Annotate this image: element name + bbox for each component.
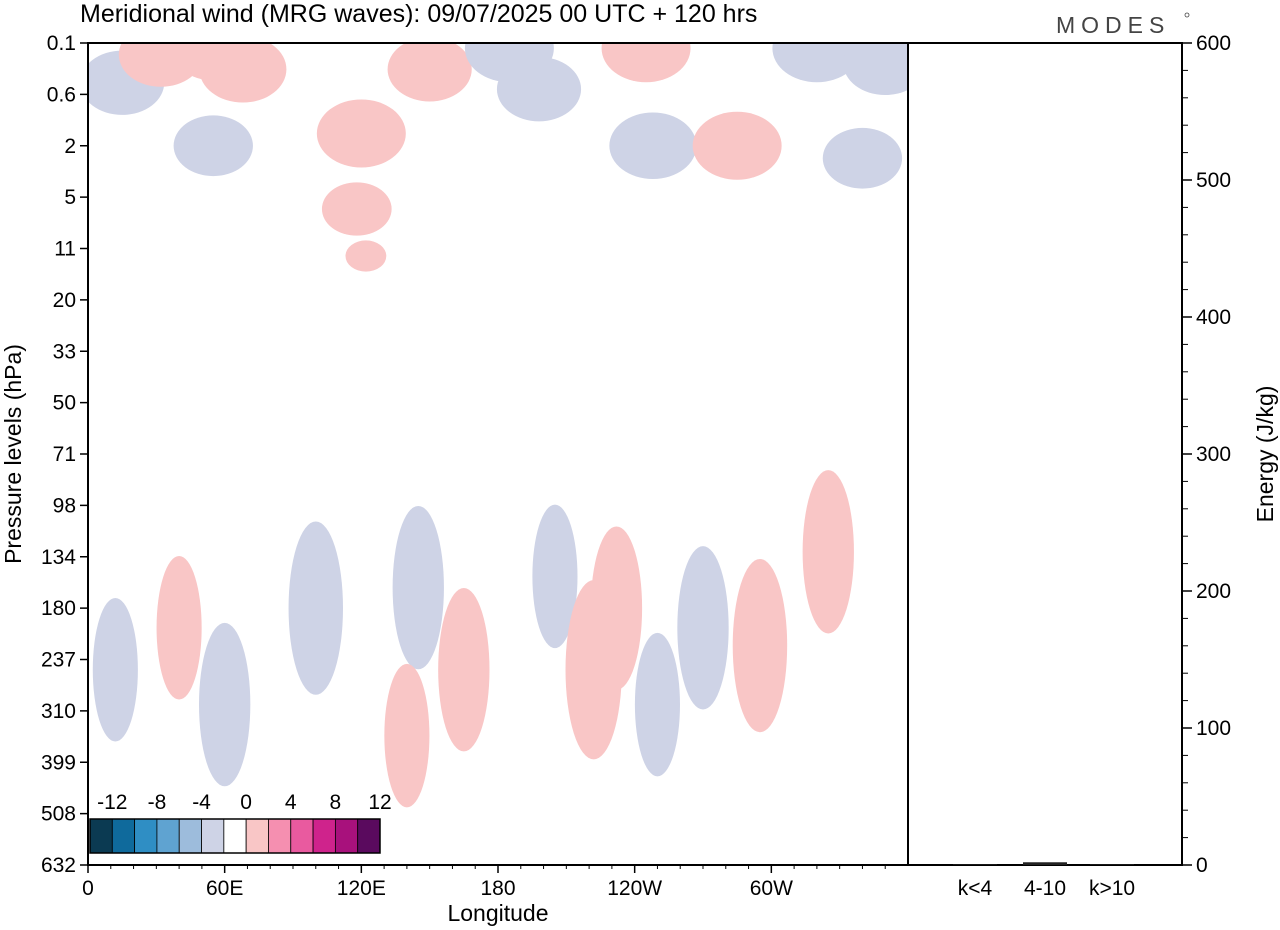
contour-region [345,240,387,272]
modes-logo: MODES [1056,12,1170,38]
contour-region [843,43,908,96]
energy-axis-label: Energy (J/kg) [1252,386,1278,523]
energy-bar [953,864,997,865]
y-tick-label: 11 [54,238,76,261]
y-tick-label: 632 [41,854,76,877]
contour-region [732,558,788,733]
y-tick-label: 0.6 [47,83,76,106]
contour-region [438,588,490,752]
contour-region [173,115,253,177]
x-tick-label: 120W [607,877,662,900]
contour-region [692,111,782,180]
y-tick-label: 399 [41,751,76,774]
contour-region [822,127,903,189]
energy-bar [1023,862,1067,865]
x-axis-label: Longitude [447,900,548,926]
colorbar-label: 8 [330,791,342,814]
energy-tick-label: 300 [1196,443,1231,466]
colorbar-swatch [334,818,359,854]
energy-category-label: k<4 [958,877,993,900]
y-tick-label: 0.1 [47,32,76,55]
y-tick-label: 180 [41,597,76,620]
x-tick-label: 120E [337,877,386,900]
colorbar-swatch [357,818,381,854]
contour-region [634,632,680,777]
energy-panel: 0 100 200 300 400 500 600 k<4 4-10 k>10 [953,32,1231,900]
colorbar-frame [89,818,381,854]
contour-region [590,526,643,690]
colorbar-label: 4 [285,791,297,814]
y-tick-label: 20 [53,289,76,312]
colorbar-swatch [178,818,202,854]
y-tick-label: 134 [41,546,76,569]
chart-title: Meridional wind (MRG waves): 09/07/2025 … [80,0,757,28]
colorbar-swatch [156,818,180,854]
colorbar-swatch [201,818,225,854]
contour-region [802,470,854,634]
energy-category-label: k>10 [1089,877,1135,900]
longitude-axis: 0 60E 120E 180 120W 60W [82,865,886,900]
contour-region [532,504,578,649]
y-tick-label: 50 [53,392,76,415]
y-axis-label: Pressure levels (hPa) [0,344,26,564]
energy-panel-frame [907,42,1183,866]
contour-region [387,43,472,102]
y-tick-label: 33 [53,340,76,363]
contour-region [199,622,251,787]
colorbar-label: -4 [192,791,211,814]
contour-region [772,43,862,83]
colorbar-swatch [111,818,136,854]
contour-region [601,43,691,83]
y-tick-label: 508 [41,803,76,826]
colorbar-swatch [89,818,113,854]
colorbar-swatch [312,818,336,854]
pressure-axis: 0.1 0.6 2 5 11 20 33 50 71 98 134 180 237 310 399 508 63… [41,32,88,877]
colorbar-label: 12 [368,791,391,814]
y-tick-label: 310 [41,700,76,723]
y-tick-label: 98 [53,494,76,517]
contour-region [609,112,697,180]
heatmap-field [88,43,908,808]
colorbar-swatch [134,818,158,854]
x-tick-label: 180 [480,877,515,900]
energy-tick-label: 500 [1196,169,1231,192]
y-tick-label: 71 [53,443,76,466]
colorbar-swatch [268,818,292,854]
energy-category-label: 4-10 [1024,877,1066,900]
x-tick-label: 0 [82,877,94,900]
x-tick-label: 60W [750,877,793,900]
contour-region [316,99,406,168]
colorbar-label: 0 [240,791,252,814]
contour-region [199,43,287,103]
colorbar-label: -12 [97,791,127,814]
logo-registered-mark [1184,12,1190,18]
energy-tick-label: 600 [1196,32,1231,55]
y-tick-label: 2 [64,135,76,158]
contour-region [92,597,138,742]
y-tick-label: 237 [41,649,76,672]
colorbar: -12 -8 -4 0 4 8 12 [89,791,392,854]
energy-tick-label: 200 [1196,580,1231,603]
colorbar-swatch [245,818,269,854]
colorbar-swatch [290,818,314,854]
energy-tick-label: 0 [1196,854,1208,877]
contour-region [156,556,202,700]
energy-tick-label: 100 [1196,717,1231,740]
colorbar-label: -8 [148,791,167,814]
x-tick-label: 60E [206,877,243,900]
contour-region [321,182,392,236]
y-tick-label: 5 [64,186,76,209]
contour-region [496,56,582,122]
contour-region [677,546,729,710]
energy-bar [1090,864,1134,865]
contour-region [384,663,430,808]
contour-region [392,505,444,670]
contour-region [288,521,344,695]
energy-tick-label: 400 [1196,306,1231,329]
colorbar-swatch [223,818,247,854]
